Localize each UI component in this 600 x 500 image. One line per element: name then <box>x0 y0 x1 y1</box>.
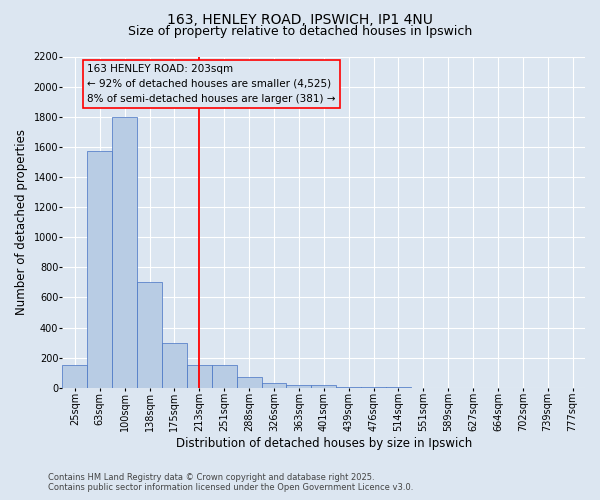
Bar <box>162 342 187 388</box>
Bar <box>262 384 286 388</box>
Bar <box>212 365 236 388</box>
Text: 163, HENLEY ROAD, IPSWICH, IP1 4NU: 163, HENLEY ROAD, IPSWICH, IP1 4NU <box>167 12 433 26</box>
Bar <box>137 282 162 388</box>
Text: Size of property relative to detached houses in Ipswich: Size of property relative to detached ho… <box>128 25 472 38</box>
Bar <box>88 150 112 388</box>
Text: Contains HM Land Registry data © Crown copyright and database right 2025.
Contai: Contains HM Land Registry data © Crown c… <box>48 473 413 492</box>
Bar <box>112 116 137 388</box>
Bar <box>62 365 88 388</box>
Bar <box>311 385 336 388</box>
X-axis label: Distribution of detached houses by size in Ipswich: Distribution of detached houses by size … <box>176 437 472 450</box>
Text: 163 HENLEY ROAD: 203sqm
← 92% of detached houses are smaller (4,525)
8% of semi-: 163 HENLEY ROAD: 203sqm ← 92% of detache… <box>88 64 336 104</box>
Y-axis label: Number of detached properties: Number of detached properties <box>15 129 28 315</box>
Bar <box>336 387 361 388</box>
Bar <box>286 385 311 388</box>
Bar <box>361 387 386 388</box>
Bar <box>236 377 262 388</box>
Bar <box>187 365 212 388</box>
